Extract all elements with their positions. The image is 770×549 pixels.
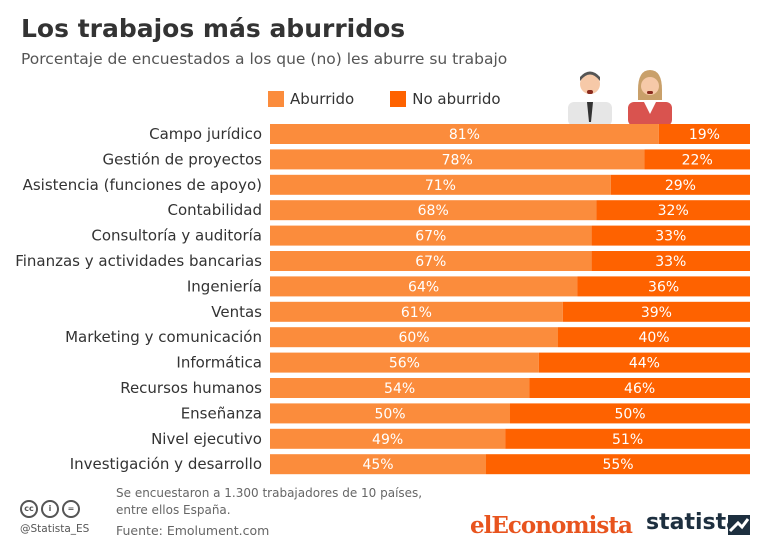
bar-aburrido-informatica — [270, 352, 539, 373]
eleconomista-logo[interactable]: elEconomista — [470, 512, 633, 539]
value-label-no-aburrido-marketing-y-comunicacion: 40% — [638, 330, 669, 346]
bar-aburrido-marketing-y-comunicacion — [270, 327, 558, 348]
value-label-aburrido-informatica: 56% — [389, 356, 420, 372]
value-label-aburrido-investigacion-y-desarrollo: 45% — [362, 457, 393, 473]
value-label-no-aburrido-gestion-de-proyectos: 22% — [682, 152, 713, 168]
value-label-no-aburrido-finanzas-y-actividades-bancarias: 33% — [655, 254, 686, 270]
statista-logo-icon — [728, 515, 750, 535]
bar-no-aburrido-ventas — [562, 301, 750, 322]
statista-handle: @Statista_ES — [20, 523, 90, 535]
bar-no-aburrido-asistencia-funciones-de-apoyo — [610, 174, 750, 195]
license-icons: cc i = — [20, 500, 80, 518]
bar-no-aburrido-recursos-humanos — [529, 378, 750, 398]
legend-swatch-aburrido — [268, 91, 284, 107]
bar-no-aburrido-contabilidad — [596, 200, 750, 221]
bar-aburrido-gestion-de-proyectos — [270, 149, 645, 170]
value-label-no-aburrido-asistencia-funciones-de-apoyo: 29% — [665, 178, 696, 194]
value-label-aburrido-consultoria-y-auditoria: 67% — [415, 229, 446, 245]
value-label-aburrido-asistencia-funciones-de-apoyo: 71% — [425, 178, 456, 194]
bar-aburrido-ensenanza — [270, 403, 510, 424]
category-label-recursos-humanos: Recursos humanos — [120, 379, 262, 397]
bar-no-aburrido-ensenanza — [510, 403, 750, 424]
value-label-aburrido-ingenieria: 64% — [408, 279, 439, 295]
bar-aburrido-ingenieria — [270, 276, 578, 297]
bar-no-aburrido-investigacion-y-desarrollo — [486, 454, 750, 475]
value-label-aburrido-campo-juridico: 81% — [449, 127, 480, 143]
bar-aburrido-asistencia-funciones-de-apoyo — [270, 174, 611, 195]
category-label-asistencia-funciones-de-apoyo: Asistencia (funciones de apoyo) — [23, 176, 262, 194]
legend-swatch-no-aburrido — [390, 91, 407, 107]
category-label-ventas: Ventas — [211, 303, 262, 321]
category-label-gestion-de-proyectos: Gestión de proyectos — [103, 150, 263, 168]
footer-note: Se encuestaron a 1.300 trabajadores de 1… — [116, 486, 423, 517]
businessman-icon — [568, 71, 612, 124]
legend-item-aburrido: Aburrido — [268, 90, 354, 108]
value-label-no-aburrido-campo-juridico: 19% — [689, 127, 720, 143]
bar-aburrido-recursos-humanos — [270, 378, 530, 398]
category-label-nivel-ejecutivo: Nivel ejecutivo — [151, 430, 262, 448]
chart-title: Los trabajos más aburridos — [21, 14, 406, 43]
value-label-no-aburrido-ventas: 39% — [641, 305, 672, 321]
value-label-aburrido-contabilidad: 68% — [418, 203, 449, 219]
bar-no-aburrido-gestion-de-proyectos — [644, 149, 750, 170]
bar-aburrido-consultoria-y-auditoria — [270, 225, 592, 246]
legend-label-no-aburrido: No aburrido — [412, 90, 501, 108]
legend: Aburrido No aburrido — [268, 89, 537, 109]
person-icon: i — [41, 500, 59, 518]
value-label-aburrido-nivel-ejecutivo: 49% — [372, 432, 403, 448]
bar-aburrido-ventas — [270, 301, 563, 322]
category-label-ingenieria: Ingeniería — [187, 277, 262, 295]
value-label-no-aburrido-contabilidad: 32% — [658, 203, 689, 219]
businesswoman-icon — [628, 70, 672, 124]
value-label-no-aburrido-investigacion-y-desarrollo: 55% — [602, 457, 633, 473]
legend-label-aburrido: Aburrido — [290, 90, 355, 108]
stacked-bar-chart: Campo jurídico 81% 19% Gestión de proyectos… — [15, 124, 750, 475]
equals-icon: = — [62, 500, 80, 518]
bar-no-aburrido-campo-juridico — [658, 124, 750, 144]
statista-logo[interactable]: statista — [646, 510, 741, 535]
bar-aburrido-campo-juridico — [270, 124, 659, 144]
chart-subtitle: Porcentaje de encuestados a los que (no)… — [21, 50, 508, 68]
value-label-aburrido-marketing-y-comunicacion: 60% — [398, 330, 429, 346]
category-label-contabilidad: Contabilidad — [168, 201, 263, 219]
category-label-informatica: Informática — [176, 354, 262, 372]
bar-no-aburrido-marketing-y-comunicacion — [558, 327, 750, 348]
footer-source: Fuente: Emolument.com — [116, 523, 270, 538]
bar-no-aburrido-consultoria-y-auditoria — [591, 225, 750, 246]
legend-item-no-aburrido: No aburrido — [390, 90, 501, 108]
people-illustration — [568, 70, 672, 124]
value-label-aburrido-gestion-de-proyectos: 78% — [442, 152, 473, 168]
cc-icon: cc — [20, 500, 38, 518]
value-label-aburrido-ensenanza: 50% — [374, 406, 405, 422]
bar-no-aburrido-ingenieria — [577, 276, 750, 297]
value-label-no-aburrido-consultoria-y-auditoria: 33% — [655, 229, 686, 245]
bar-aburrido-contabilidad — [270, 200, 597, 221]
value-label-aburrido-recursos-humanos: 54% — [384, 381, 415, 397]
value-label-aburrido-finanzas-y-actividades-bancarias: 67% — [415, 254, 446, 270]
value-label-aburrido-ventas: 61% — [401, 305, 432, 321]
category-label-consultoria-y-auditoria: Consultoría y auditoría — [91, 227, 262, 245]
category-label-ensenanza: Enseñanza — [181, 404, 262, 422]
bar-aburrido-investigacion-y-desarrollo — [270, 454, 486, 475]
bar-no-aburrido-informatica — [538, 352, 750, 373]
bar-no-aburrido-nivel-ejecutivo — [505, 428, 750, 449]
bar-no-aburrido-finanzas-y-actividades-bancarias — [591, 251, 750, 271]
value-label-no-aburrido-recursos-humanos: 46% — [624, 381, 655, 397]
bar-aburrido-finanzas-y-actividades-bancarias — [270, 251, 592, 271]
category-label-finanzas-y-actividades-bancarias: Finanzas y actividades bancarias — [15, 252, 262, 270]
category-label-marketing-y-comunicacion: Marketing y comunicación — [65, 328, 262, 346]
value-label-no-aburrido-nivel-ejecutivo: 51% — [612, 432, 643, 448]
bar-aburrido-nivel-ejecutivo — [270, 428, 506, 449]
category-label-investigacion-y-desarrollo: Investigación y desarrollo — [70, 455, 262, 473]
category-label-campo-juridico: Campo jurídico — [149, 125, 262, 143]
value-label-no-aburrido-informatica: 44% — [629, 356, 660, 372]
value-label-no-aburrido-ingenieria: 36% — [648, 279, 679, 295]
value-label-no-aburrido-ensenanza: 50% — [614, 406, 645, 422]
